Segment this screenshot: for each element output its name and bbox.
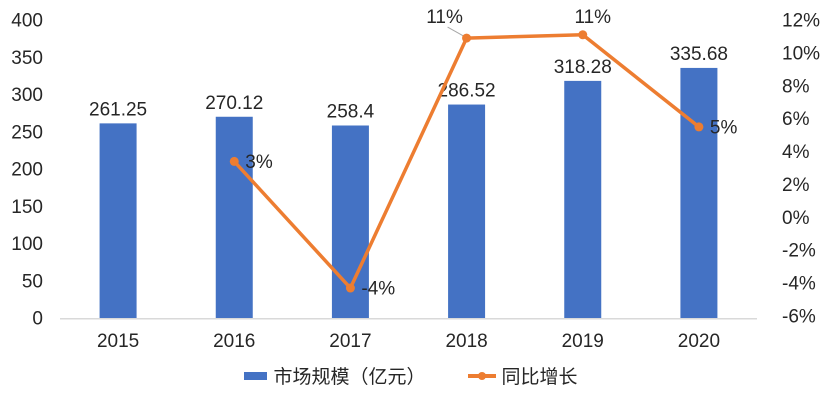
legend-label-market-size: 市场规模（亿元） (273, 367, 426, 388)
chart-plot-area: 400 350 300 250 200 150 100 50 0 12% 10% 8% 6% 4% 2% 0%… (11, 7, 820, 352)
left-axis-tick: 0 (32, 309, 43, 330)
legend-label-yoy-growth: 同比增长 (501, 367, 578, 388)
growth-point-label: 11% (426, 7, 463, 28)
left-axis-tick: 50 (22, 271, 43, 292)
bar-value-label: 286.52 (438, 81, 496, 102)
bar-value-label: 258.4 (327, 101, 375, 122)
left-axis-tick: 100 (11, 234, 43, 255)
bar-value-label: 261.25 (89, 99, 147, 120)
right-axis-tick: -2% (782, 241, 816, 262)
legend-item-yoy-growth: 同比增长 (467, 362, 578, 389)
bar-2018 (448, 104, 486, 318)
bar-2020 (680, 67, 718, 319)
left-axis-tick: 400 (11, 11, 43, 32)
right-axis-tick: 12% (782, 11, 820, 32)
x-axis-label: 2019 (562, 331, 604, 352)
left-axis-tick: 150 (11, 197, 43, 218)
bar-value-label: 270.12 (205, 93, 263, 114)
bar-2015 (99, 123, 137, 319)
x-axis-label: 2017 (329, 331, 371, 352)
growth-point-label: 3% (245, 152, 273, 173)
x-axis-label: 2020 (678, 331, 720, 352)
growth-point-marker (694, 122, 704, 132)
bar-2019 (564, 80, 602, 318)
right-axis-tick: 2% (782, 175, 810, 196)
left-axis-tick: 350 (11, 48, 43, 69)
growth-point-marker (462, 33, 472, 43)
right-axis-tick: -6% (782, 307, 816, 328)
x-axis-label: 2016 (213, 331, 255, 352)
growth-point-marker (345, 283, 355, 293)
legend-item-market-size: 市场规模（亿元） (244, 362, 426, 389)
left-axis-tick: 200 (11, 160, 43, 181)
growth-point-label: 5% (710, 117, 738, 138)
right-axis-tick: 4% (782, 142, 810, 163)
chart-legend: 市场规模（亿元） 同比增长 (0, 362, 822, 389)
left-axis-tick: 300 (11, 85, 43, 106)
label-leader-line (447, 26, 464, 37)
x-axis-label: 2015 (97, 331, 139, 352)
right-axis-tick: 6% (782, 109, 810, 130)
growth-point-label: -4% (361, 279, 395, 300)
bar-2016 (215, 116, 253, 319)
right-axis-tick: 0% (782, 208, 810, 229)
right-axis-tick: 8% (782, 76, 810, 97)
growth-point-marker (229, 156, 239, 166)
bar-value-label: 335.68 (670, 44, 728, 65)
growth-point-label: 11% (574, 7, 611, 28)
right-axis-tick: 10% (782, 43, 820, 64)
x-axis-label: 2018 (445, 331, 487, 352)
bar-value-label: 318.28 (554, 57, 612, 78)
line-series-swatch (467, 370, 496, 382)
left-axis-tick: 250 (11, 122, 43, 143)
bar-series-swatch (244, 371, 268, 380)
right-axis-tick: -4% (782, 274, 816, 295)
growth-point-marker (578, 30, 588, 40)
